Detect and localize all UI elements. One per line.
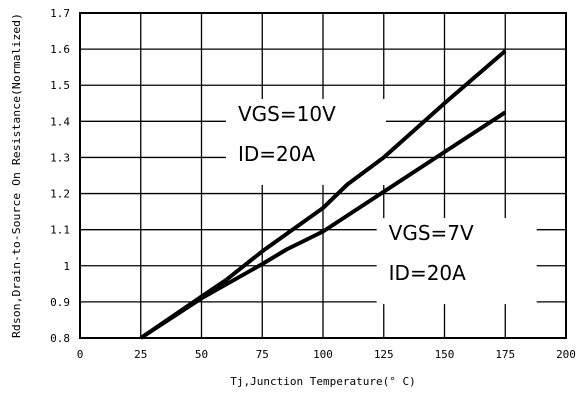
annotation-0-line-0: VGS=10V — [238, 102, 336, 126]
y-tick-label-7: 1.5 — [50, 79, 70, 92]
x-tick-label-2: 50 — [195, 348, 208, 361]
series-line-1 — [139, 110, 507, 340]
y-tick-label-9: 1.7 — [50, 7, 70, 20]
x-tick-label-8: 200 — [556, 348, 576, 361]
series-line-0 — [139, 49, 507, 340]
x-tick-label-5: 125 — [374, 348, 394, 361]
annotations: VGS=10V ID=20A VGS=7V ID=20A — [225, 98, 537, 305]
y-tick-label-0: 0.8 — [50, 332, 70, 345]
x-tick-label-3: 75 — [256, 348, 269, 361]
x-tick-label-6: 150 — [435, 348, 455, 361]
plot-area-frame — [79, 12, 567, 339]
y-tick-label-5: 1.3 — [50, 151, 70, 164]
annotation-0-line-1: ID=20A — [238, 142, 316, 166]
x-axis-label: Tj,Junction Temperature(° C) — [230, 375, 415, 388]
x-axis-ticks: 0 25 50 75 100 125 150 175 200 — [77, 348, 576, 361]
annotation-1-line-1: ID=20A — [389, 261, 467, 285]
annotation-1-background — [376, 218, 537, 305]
data-series — [139, 49, 507, 340]
y-tick-label-3: 1.1 — [50, 224, 70, 237]
y-tick-label-8: 1.6 — [50, 43, 70, 56]
y-axis-label: Rdson,Drain-to-Source On Resistance(Norm… — [10, 13, 23, 338]
y-tick-label-2: 1 — [63, 260, 70, 273]
x-tick-label-1: 25 — [134, 348, 147, 361]
x-tick-label-7: 175 — [495, 348, 515, 361]
x-tick-label-4: 100 — [313, 348, 333, 361]
x-tick-label-0: 0 — [77, 348, 84, 361]
annotation-1-line-0: VGS=7V — [389, 221, 474, 245]
annotation-0-background — [225, 98, 386, 185]
y-tick-label-1: 0.9 — [50, 296, 70, 309]
y-tick-label-6: 1.4 — [50, 115, 70, 128]
y-axis-ticks: 0.8 0.9 1 1.1 1.2 1.3 1.4 1.5 1.6 1.7 — [50, 7, 70, 345]
y-tick-label-4: 1.2 — [50, 188, 70, 201]
